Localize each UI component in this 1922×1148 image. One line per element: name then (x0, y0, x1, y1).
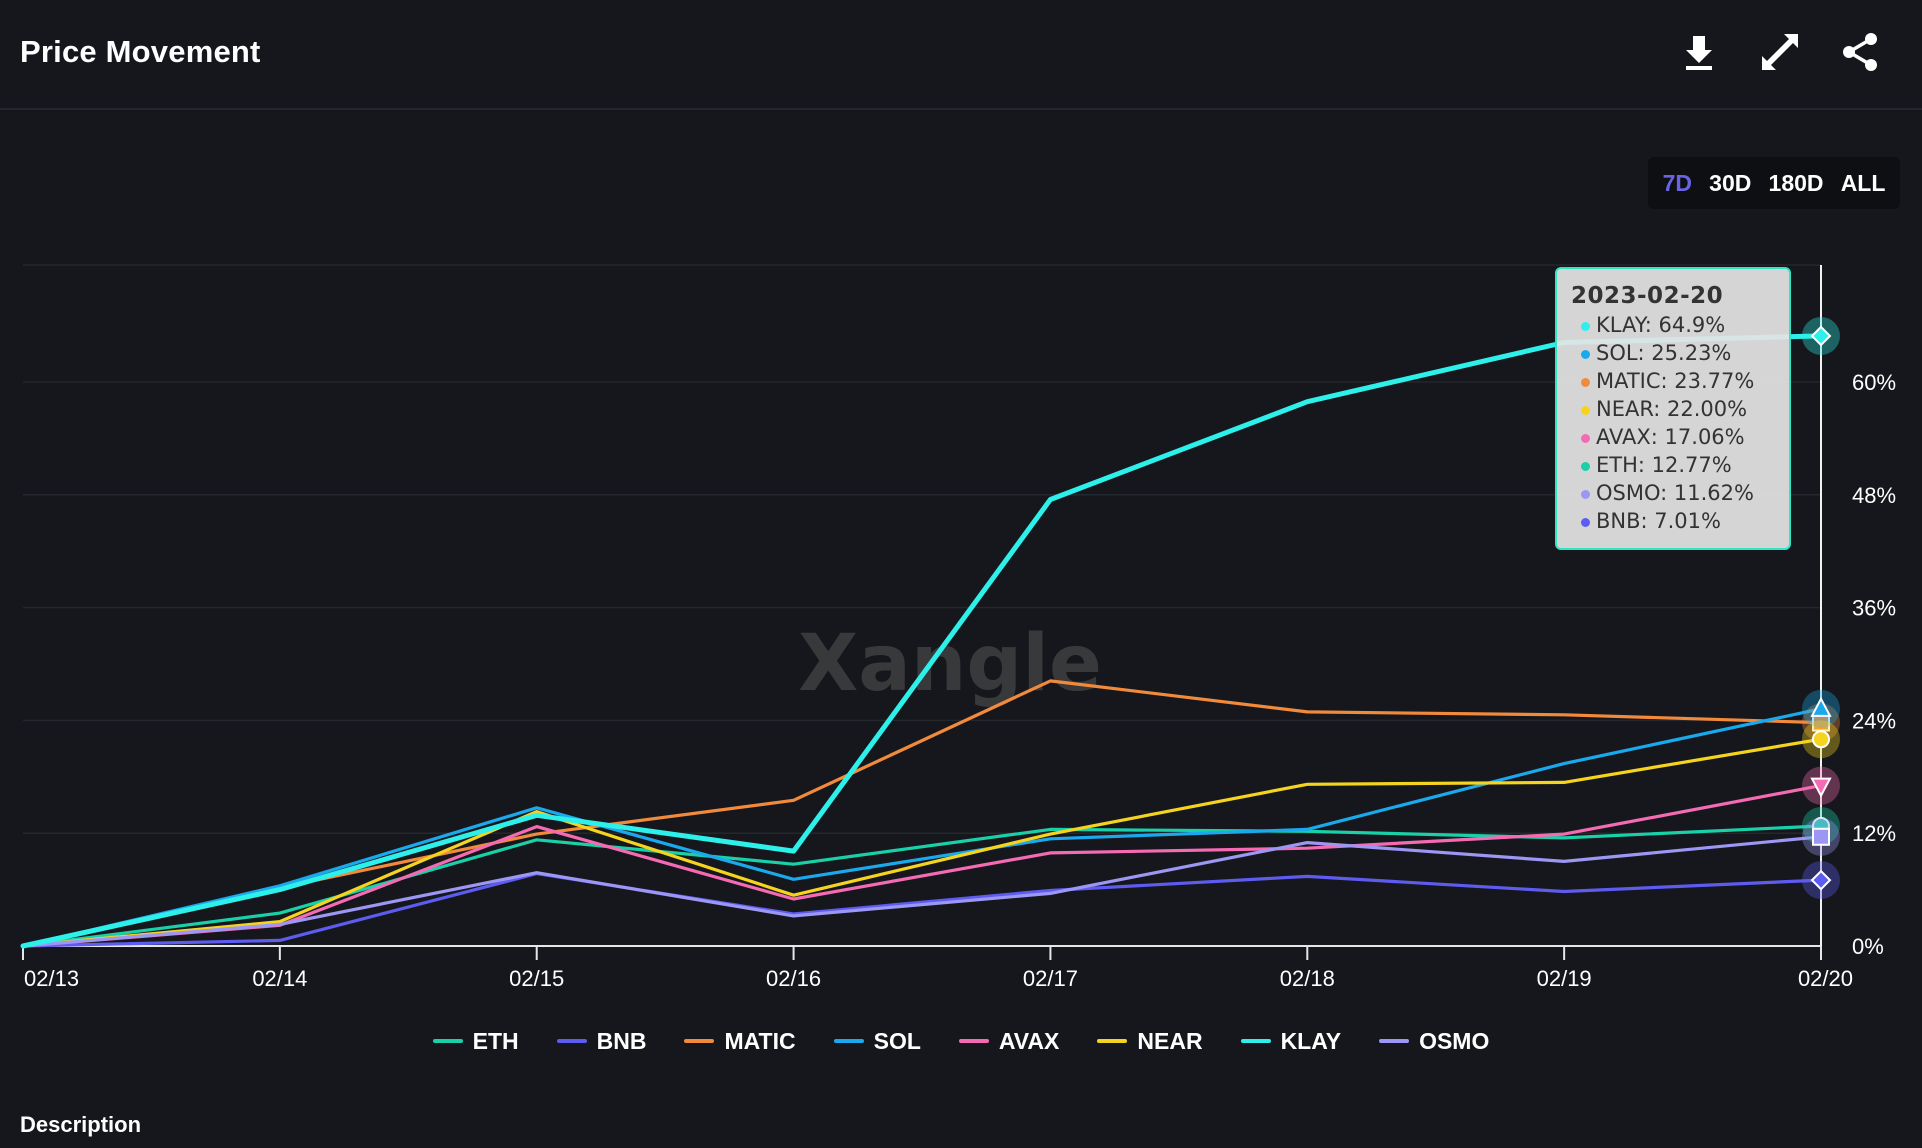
legend-item-matic[interactable]: MATIC (684, 1027, 796, 1055)
tooltip-row: BNB: 7.01% (1571, 507, 1789, 535)
tooltip-label: OSMO: 11.62% (1596, 481, 1754, 505)
hover-markers (1802, 316, 1840, 900)
marker-osmo (1812, 827, 1830, 846)
tooltip-label: NEAR: 22.00% (1596, 397, 1748, 421)
range-180d-button[interactable]: 180D (1768, 169, 1824, 196)
legend-swatch (1379, 1039, 1410, 1043)
y-axis: 0% 12% 24% 36% 48% 60% (1852, 370, 1896, 959)
tooltip-dot (1581, 461, 1590, 471)
legend-item-avax[interactable]: AVAX (958, 1027, 1060, 1055)
x-tick-label: 02/16 (766, 966, 821, 991)
legend-item-osmo[interactable]: OSMO (1379, 1028, 1489, 1055)
range-30d-button[interactable]: 30D (1709, 169, 1752, 196)
series-line-avax (21, 783, 1823, 948)
chart-tooltip: 2023-02-20 KLAY: 64.9% SOL: 25.23% MATIC: … (1555, 267, 1791, 550)
time-range-selector: 7D 30D 180D ALL (1648, 157, 1900, 209)
x-tick-label: 02/18 (1280, 966, 1335, 991)
legend-swatch (958, 1039, 989, 1043)
tooltip-date: 2023-02-20 (1571, 283, 1724, 309)
tooltip-label: SOL: 25.23% (1596, 341, 1732, 365)
y-tick-label: 12% (1852, 821, 1896, 846)
tooltip-row: KLAY: 64.9% (1571, 311, 1789, 339)
tooltip-dot (1581, 433, 1590, 443)
download-icon[interactable] (1677, 30, 1721, 74)
share-icon[interactable] (1838, 30, 1882, 74)
legend-item-bnb[interactable]: BNB (556, 1027, 647, 1055)
legend-swatch (684, 1039, 715, 1043)
legend-swatch (432, 1039, 463, 1043)
tooltip-dot (1581, 349, 1590, 359)
marker-klay (1810, 325, 1832, 347)
legend-item-sol[interactable]: SOL (833, 1027, 921, 1055)
legend-label: OSMO (1419, 1027, 1490, 1054)
tooltip-row: NEAR: 22.00% (1571, 395, 1789, 423)
y-tick-label: 36% (1852, 596, 1896, 621)
marker-near (1812, 730, 1830, 749)
legend-item-klay[interactable]: KLAY (1240, 1027, 1342, 1055)
tooltip-dot (1581, 489, 1590, 499)
watermark-text: Xangle (798, 619, 1102, 709)
range-7d-button[interactable]: 7D (1662, 169, 1692, 196)
legend-swatch (1240, 1039, 1271, 1043)
tooltip-rows: KLAY: 64.9% SOL: 25.23% MATIC: 23.77% NEAR:… (1571, 311, 1789, 535)
chart-legend: ETH BNB MATIC SOL AVAX NEAR KLAY OSMO (0, 1026, 1922, 1056)
x-tick-label: 02/19 (1537, 966, 1592, 991)
expand-icon[interactable] (1758, 30, 1802, 74)
legend-label: SOL (873, 1027, 921, 1054)
series-line-near (21, 737, 1823, 948)
tooltip-dot (1581, 377, 1590, 387)
tooltip-dot (1581, 321, 1590, 331)
tooltip-dot (1581, 517, 1590, 527)
y-tick-label: 0% (1852, 934, 1884, 959)
legend-swatch (1097, 1039, 1128, 1043)
legend-label: BNB (596, 1027, 647, 1054)
tooltip-row: OSMO: 11.62% (1571, 479, 1789, 507)
y-tick-label: 48% (1852, 483, 1896, 508)
tooltip-dot (1581, 405, 1590, 415)
tooltip-label: AVAX: 17.06% (1596, 425, 1745, 449)
legend-item-near[interactable]: NEAR (1097, 1027, 1203, 1055)
page-title: Price Movement (20, 34, 261, 69)
tooltip-row: MATIC: 23.77% (1571, 367, 1789, 395)
series-line-sol (21, 707, 1823, 948)
y-tick-label: 24% (1852, 708, 1896, 733)
tooltip-label: BNB: 7.01% (1596, 509, 1721, 533)
x-tick-label: 02/15 (509, 966, 564, 991)
marker-avax (1810, 777, 1832, 798)
marker-bnb (1810, 869, 1832, 891)
chart-header: Price Movement (0, 0, 1922, 110)
legend-label: KLAY (1280, 1027, 1342, 1054)
x-axis: 02/13 02/14 02/15 02/16 02/17 02/18 02/19 02/20 (22, 945, 1853, 991)
range-all-button[interactable]: ALL (1840, 169, 1886, 196)
x-tick-label: 02/14 (252, 966, 307, 991)
tooltip-label: KLAY: 64.9% (1596, 313, 1726, 337)
legend-label: AVAX (998, 1027, 1060, 1054)
legend-label: NEAR (1137, 1027, 1203, 1054)
tooltip-row: SOL: 25.23% (1571, 339, 1789, 367)
description-heading: Description (20, 1112, 142, 1137)
legend-swatch (833, 1039, 864, 1043)
series-lines (20, 333, 1824, 949)
series-line-osmo (21, 835, 1823, 948)
tooltip-row: AVAX: 17.06% (1571, 423, 1789, 451)
tooltip-row: ETH: 12.77% (1571, 451, 1789, 479)
legend-label: ETH (472, 1027, 519, 1054)
tooltip-label: ETH: 12.77% (1596, 453, 1732, 477)
legend-item-eth[interactable]: ETH (432, 1027, 519, 1055)
grid-lines (23, 264, 1821, 834)
tooltip-label: MATIC: 23.77% (1596, 369, 1755, 393)
x-tick-label: 02/20 (1798, 966, 1853, 991)
marker-sol (1810, 696, 1832, 717)
x-tick-label: 02/13 (24, 966, 79, 991)
series-line-klay (20, 333, 1824, 949)
legend-swatch (556, 1039, 587, 1043)
series-line-bnb (21, 871, 1823, 948)
x-tick-label: 02/17 (1023, 966, 1078, 991)
legend-label: MATIC (724, 1027, 796, 1054)
y-tick-label: 60% (1852, 370, 1896, 395)
